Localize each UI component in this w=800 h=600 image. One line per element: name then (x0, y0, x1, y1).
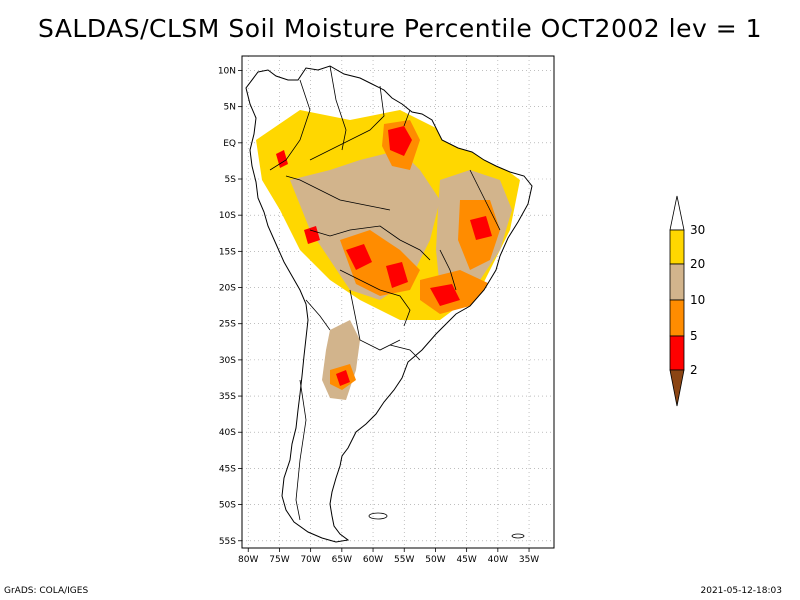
map-frame (241, 55, 555, 549)
legend-level-label: 2 (690, 363, 698, 377)
lat-tick-label: 35S (219, 392, 236, 402)
lat-tick-label: 50S (219, 501, 236, 511)
legend-level-label: 5 (690, 329, 698, 343)
lat-tick-label: 30S (219, 356, 236, 366)
color-legend: 30 20 10 5 2 (669, 195, 705, 407)
soil-moisture-field (256, 110, 520, 400)
continent-outline (245, 65, 533, 543)
lat-tick-label: 25S (219, 320, 236, 330)
legend-level-label: 30 (690, 223, 705, 237)
lat-tick-label: 40S (219, 428, 236, 438)
lat-tick-label: 15S (219, 247, 236, 257)
lat-tick-label: 5N (224, 103, 236, 113)
legend-box-2-5 (669, 335, 685, 371)
lat-tick-label: EQ (223, 139, 236, 149)
falkland-islands (368, 512, 388, 520)
axis-ticks: 80W 75W 70W 65W 60W 55W 50W 45W 40W 35W 10N 5N EQ 5S 1… (218, 66, 539, 565)
lon-tick-label: 50W (425, 555, 445, 565)
legend-level-label: 10 (690, 293, 705, 307)
legend-box-10-20 (669, 263, 685, 301)
south-georgia (511, 533, 525, 539)
legend-box-20-30 (669, 229, 685, 265)
lat-tick-label: 45S (219, 464, 236, 474)
lon-tick-label: 80W (238, 555, 258, 565)
lat-tick-label: 20S (219, 284, 236, 294)
lat-tick-label: 10S (219, 211, 236, 221)
footer-timestamp: 2021-05-12-18:03 (700, 586, 783, 596)
lat-tick-label: 5S (225, 175, 237, 185)
country-borders (269, 65, 501, 521)
footer-credit: GrADS: COLA/IGES (4, 586, 89, 596)
lon-tick-label: 45W (456, 555, 476, 565)
lon-tick-label: 70W (300, 555, 320, 565)
lon-tick-label: 65W (332, 555, 352, 565)
map-title: SALDAS/CLSM Soil Moisture Percentile OCT… (37, 14, 762, 43)
lon-tick-label: 55W (394, 555, 414, 565)
legend-arrow-bottom (669, 369, 685, 407)
lon-tick-label: 35W (519, 555, 539, 565)
lat-tick-label: 10N (218, 66, 236, 76)
lat-tick-label: 55S (219, 537, 236, 547)
lon-tick-label: 40W (488, 555, 508, 565)
legend-arrow-top (669, 195, 685, 231)
legend-box-5-10 (669, 299, 685, 337)
lon-tick-label: 75W (269, 555, 289, 565)
legend-level-label: 20 (690, 257, 705, 271)
lon-tick-label: 60W (363, 555, 383, 565)
